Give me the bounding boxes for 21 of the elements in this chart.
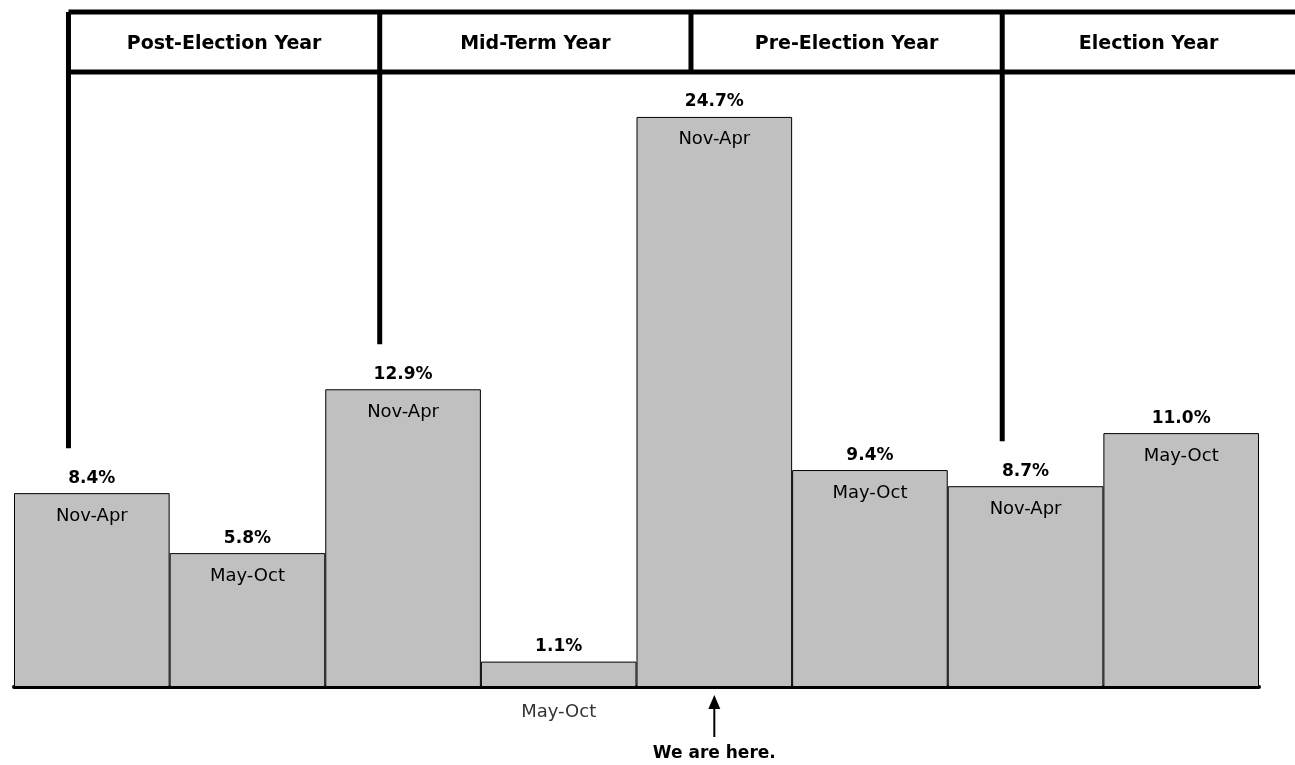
x-tick-label: May-Oct: [209, 563, 285, 585]
data-label: 8.7%: [1001, 459, 1050, 480]
text: Election Year: [1078, 31, 1219, 53]
x-tick-label: May-Oct: [1143, 443, 1219, 465]
data-label: 12.9%: [373, 362, 433, 383]
data-label: 9.4%: [846, 443, 894, 464]
text: Post-Election Year: [126, 31, 323, 53]
x-tick-label: Nov-Apr: [367, 399, 440, 421]
data-label: 1.1%: [535, 635, 583, 656]
data-label: 8.4%: [68, 466, 116, 487]
data-label: 24.7%: [684, 90, 744, 111]
x-tick-label: May-Oct: [521, 699, 597, 721]
text: Pre-Election Year: [754, 31, 940, 53]
text: Mid-Term Year: [460, 31, 612, 53]
x-tick-label: Nov-Apr: [989, 496, 1063, 518]
x-tick-label: May-Oct: [832, 480, 908, 502]
x-tick-label: Nov-Apr: [678, 127, 751, 149]
data-label: 5.8%: [223, 526, 272, 547]
data-label: 11.0%: [1151, 406, 1211, 427]
text: We are here.: [652, 741, 776, 762]
x-tick-label: Nov-Apr: [55, 503, 129, 525]
